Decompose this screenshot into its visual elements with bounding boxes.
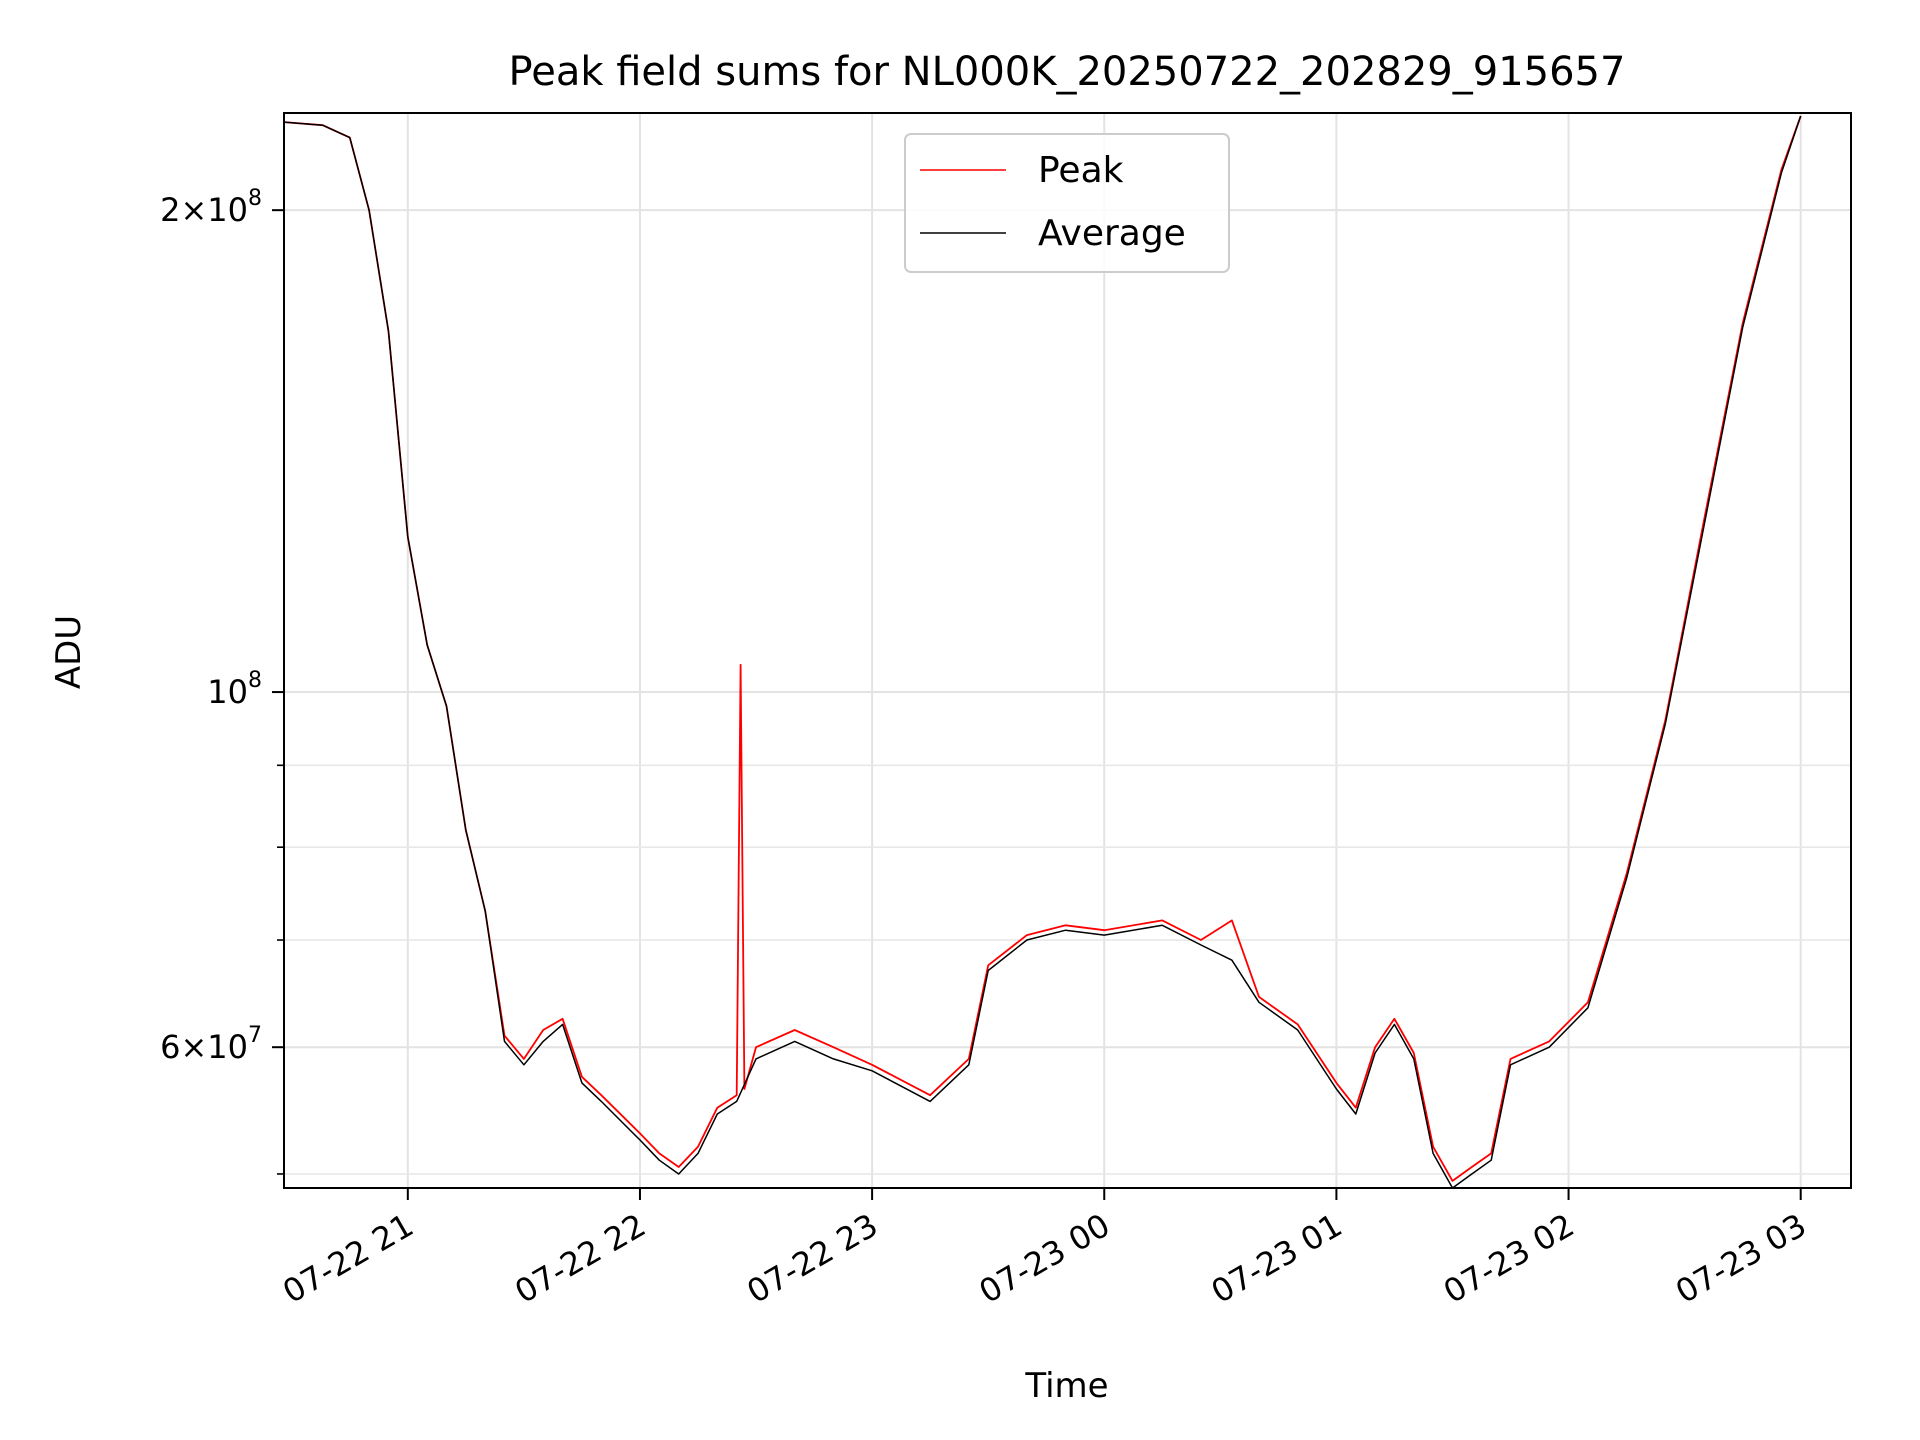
series-group [283, 115, 1802, 1189]
chart-title: Peak field sums for NL000K_20250722_2028… [509, 49, 1626, 95]
y-tick-label: 6×107 [160, 1023, 262, 1066]
legend: Peak Average [904, 133, 1230, 273]
legend-box [904, 133, 1230, 273]
series-line-average [283, 115, 1802, 1189]
y-axis: 2×108 108 6×107 [160, 186, 284, 1175]
legend-label-peak: Peak [1038, 150, 1124, 191]
x-axis-label: Time [1024, 1366, 1108, 1406]
legend-label-average: Average [1038, 213, 1186, 254]
plot-frame [283, 112, 1852, 1189]
y-tick-label: 2×108 [160, 186, 262, 229]
y-axis-label: ADU [49, 615, 89, 689]
y-tick-label: 108 [207, 668, 262, 711]
grid [284, 113, 1851, 1188]
